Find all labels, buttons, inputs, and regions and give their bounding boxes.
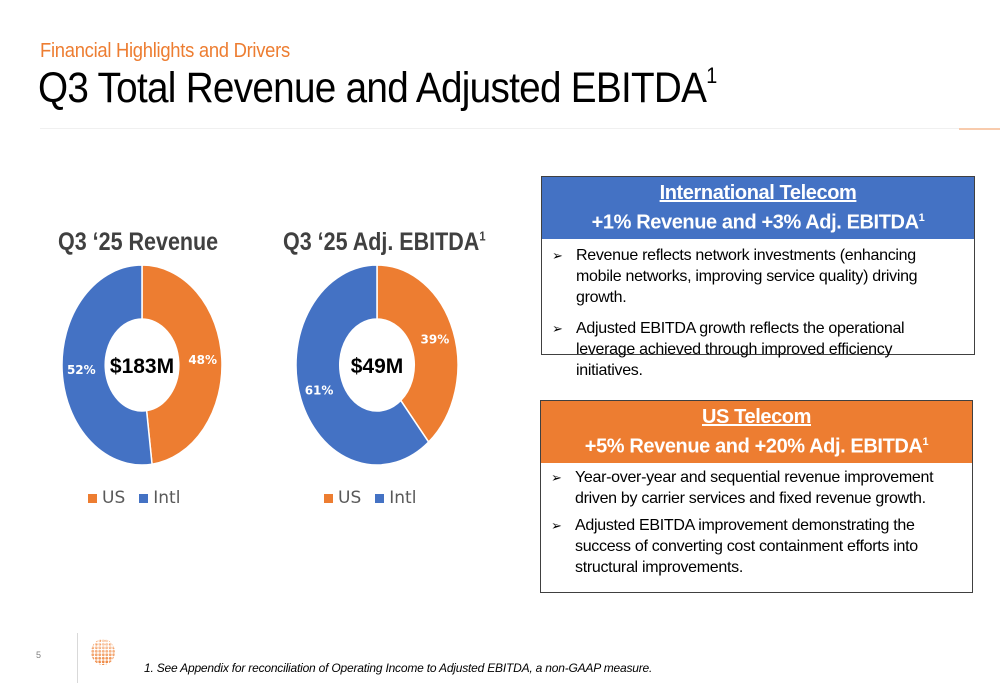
footer-divider — [77, 633, 78, 683]
us-telecom-header: US Telecom +5% Revenue and +20% Adj. EBI… — [541, 401, 972, 463]
title-footnote-marker: 1 — [706, 62, 717, 88]
data-label-intl: 61% — [305, 384, 334, 398]
list-item: ➢ Year-over-year and sequential revenue i… — [551, 467, 960, 509]
legend-swatch-intl — [139, 493, 149, 503]
arrow-bullet-icon: ➢ — [551, 517, 562, 533]
footnote: 1. See Appendix for reconciliation of Op… — [144, 661, 653, 675]
donut-segment-us — [376, 264, 459, 444]
list-item: ➢ Adjusted EBITDA improvement demonstrati… — [551, 515, 960, 578]
legend-swatch-intl — [375, 493, 385, 503]
arrow-bullet-icon: ➢ — [551, 469, 562, 485]
ebitda-donut-chart: 39% 61% $49M — [295, 264, 459, 466]
revenue-chart-title: Q3 ‘25 Revenue — [58, 228, 218, 257]
arrow-bullet-icon: ➢ — [552, 247, 563, 263]
revenue-chart-title-text: Q3 ‘25 Revenue — [58, 228, 219, 256]
legend-label-us: US — [338, 488, 362, 508]
revenue-donut-chart: 48% 52% $183M — [61, 264, 223, 466]
legend-label-intl: Intl — [153, 488, 181, 508]
page-title: Q3 Total Revenue and Adjusted EBITDA1 — [38, 62, 717, 113]
page-title-text: Q3 Total Revenue and Adjusted EBITDA — [38, 64, 707, 112]
donut-segment-us — [141, 264, 223, 466]
ebitda-footnote-marker: 1 — [479, 228, 486, 244]
header-accent-line — [959, 128, 1000, 130]
list-item: ➢ Adjusted EBITDA growth reflects the ope… — [552, 318, 962, 381]
intl-telecom-title: International Telecom — [659, 182, 857, 204]
header-divider — [40, 128, 960, 129]
legend-label-intl: Intl — [389, 488, 417, 508]
legend-item-us: US — [324, 488, 361, 508]
section-subtitle: Financial Highlights and Drivers — [40, 40, 290, 62]
us-telecom-box: US Telecom +5% Revenue and +20% Adj. EBI… — [540, 400, 973, 593]
revenue-legend: US Intl — [88, 488, 180, 508]
intl-footnote-marker: 1 — [918, 212, 925, 224]
ebitda-chart-title-text: Q3 ‘25 Adj. EBITDA — [283, 228, 480, 256]
bullet-text: Adjusted EBITDA improvement demonstratin… — [575, 516, 918, 576]
us-bullet-list: ➢ Year-over-year and sequential revenue i… — [541, 463, 972, 592]
data-label-us: 48% — [188, 353, 217, 367]
list-item: ➢ Revenue reflects network investments (e… — [552, 245, 962, 308]
data-label-intl: 52% — [67, 363, 96, 377]
legend-item-intl: Intl — [375, 488, 416, 508]
page-number: 5 — [36, 650, 42, 660]
arrow-bullet-icon: ➢ — [552, 320, 563, 336]
us-telecom-subtitle: +5% Revenue and +20% Adj. EBITDA — [584, 435, 923, 458]
donut-center-total: $49M — [351, 355, 404, 378]
bullet-text: Adjusted EBITDA growth reflects the oper… — [576, 319, 905, 379]
legend-swatch-us — [88, 493, 97, 503]
donut-segment-intl — [295, 264, 430, 466]
bullet-text: Revenue reflects network investments (en… — [576, 246, 918, 306]
legend-swatch-us — [324, 493, 333, 503]
legend-label-us: US — [102, 488, 126, 508]
intl-bullet-list: ➢ Revenue reflects network investments (e… — [542, 239, 974, 395]
intl-telecom-subtitle: +1% Revenue and +3% Adj. EBITDA — [591, 211, 919, 234]
bullet-text: Year-over-year and sequential revenue im… — [575, 468, 934, 507]
ebitda-legend: US Intl — [324, 488, 416, 508]
donut-segment-intl — [61, 264, 153, 466]
donut-center-total: $183M — [110, 355, 174, 378]
intl-telecom-header: International Telecom +1% Revenue and +3… — [542, 177, 974, 239]
company-logo-icon — [91, 639, 115, 665]
us-footnote-marker: 1 — [922, 436, 929, 448]
data-label-us: 39% — [421, 332, 450, 346]
legend-item-intl: Intl — [139, 488, 180, 508]
ebitda-chart-title: Q3 ‘25 Adj. EBITDA1 — [283, 228, 486, 257]
intl-telecom-box: International Telecom +1% Revenue and +3… — [541, 176, 975, 379]
us-telecom-title: US Telecom — [702, 406, 811, 428]
legend-item-us: US — [88, 488, 125, 508]
